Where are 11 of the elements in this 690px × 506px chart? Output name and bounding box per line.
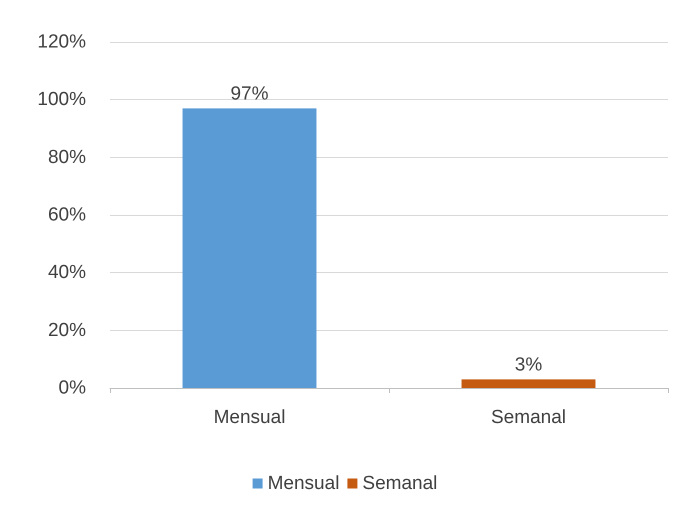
legend-label: Semanal bbox=[362, 473, 438, 494]
y-tick-label: 20% bbox=[48, 320, 86, 341]
y-tick-label: 100% bbox=[37, 89, 86, 110]
legend-label: Mensual bbox=[268, 473, 340, 494]
y-tick-label: 60% bbox=[48, 204, 86, 226]
y-tick-label: 80% bbox=[48, 146, 86, 168]
y-tick-label: 40% bbox=[48, 262, 86, 284]
y-tick-label: 0% bbox=[58, 378, 86, 398]
y-tick-label: 120% bbox=[37, 32, 86, 52]
data-label: 97% bbox=[230, 83, 269, 104]
data-label: 3% bbox=[514, 354, 542, 376]
